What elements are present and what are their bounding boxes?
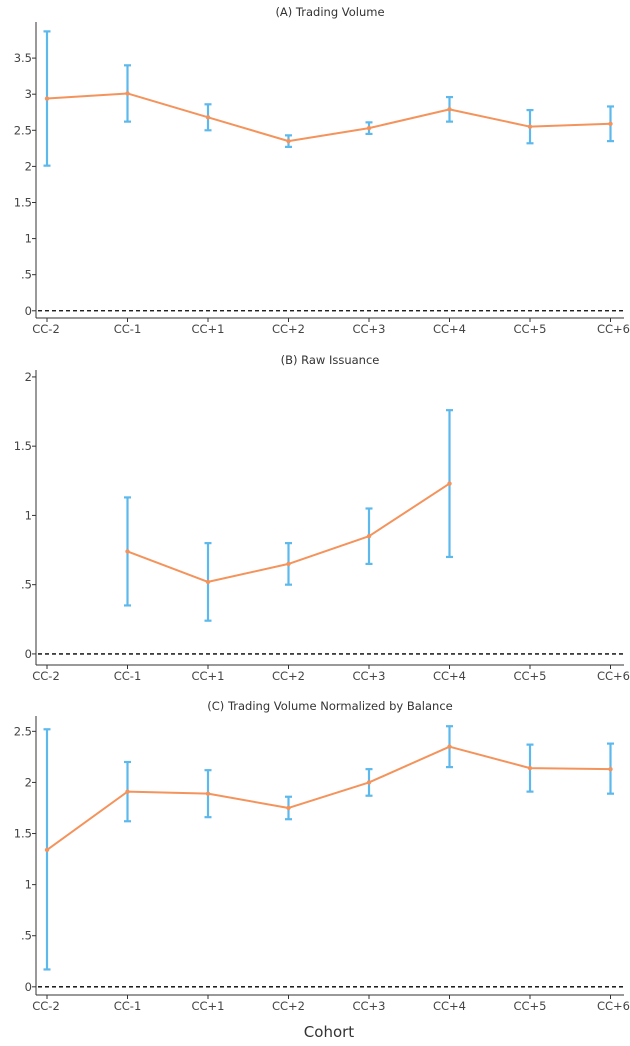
chart-title: (B) Raw Issuance xyxy=(281,353,380,367)
data-point xyxy=(527,765,533,771)
y-tick-label: 1 xyxy=(25,508,32,522)
data-point xyxy=(44,847,50,853)
y-tick-label: 1.5 xyxy=(14,827,32,841)
x-tick-label: CC+4 xyxy=(433,322,466,336)
x-tick-label: CC+2 xyxy=(272,322,305,336)
x-tick-label: CC+5 xyxy=(513,669,546,683)
x-tick-label: CC+1 xyxy=(191,669,224,683)
y-tick-label: 0 xyxy=(25,647,32,661)
y-tick-label: 1 xyxy=(25,232,32,246)
data-point xyxy=(125,789,130,794)
x-tick-label: CC+6 xyxy=(597,322,630,336)
x-tick-label: CC-2 xyxy=(32,669,60,683)
series-line xyxy=(46,92,611,143)
chart-title: (C) Trading Volume Normalized by Balance xyxy=(207,699,452,713)
data-point xyxy=(44,96,50,101)
data-point xyxy=(205,791,211,796)
data-point xyxy=(366,780,372,785)
y-tick-label: .5 xyxy=(21,578,32,592)
data-point xyxy=(125,549,130,554)
x-tick-label: CC-1 xyxy=(114,322,142,336)
data-point xyxy=(205,115,211,120)
x-tick-label: CC+5 xyxy=(513,999,546,1013)
x-tick-label: CC+1 xyxy=(191,322,224,336)
y-tick-label: 1.5 xyxy=(14,195,32,209)
x-tick-label: CC-2 xyxy=(32,999,60,1013)
data-point xyxy=(366,533,372,539)
x-axis-label: Cohort xyxy=(304,1023,355,1041)
data-point xyxy=(125,91,130,96)
data-point xyxy=(205,579,211,585)
y-tick-label: 2 xyxy=(25,775,32,789)
data-point xyxy=(447,481,452,486)
x-tick-label: CC+3 xyxy=(352,669,385,683)
data-point xyxy=(608,121,613,126)
data-point xyxy=(447,107,452,112)
x-tick-label: CC-1 xyxy=(114,999,142,1013)
data-point xyxy=(286,561,291,567)
data-point xyxy=(527,124,533,129)
x-tick-label: CC+6 xyxy=(597,669,630,683)
y-tick-label: 2 xyxy=(25,159,32,173)
chart-title: (A) Trading Volume xyxy=(275,5,384,19)
y-tick-label: 2 xyxy=(25,370,32,384)
y-tick-label: 2.5 xyxy=(14,123,32,137)
y-tick-label: 0 xyxy=(25,980,32,994)
data-point xyxy=(366,125,372,131)
y-tick-label: .5 xyxy=(21,929,32,943)
x-tick-label: CC+3 xyxy=(352,322,385,336)
data-point xyxy=(286,138,291,144)
y-tick-label: 2.5 xyxy=(14,724,32,738)
chart-panel-1: (A) Trading Volume 0 .5 1 1.5 2 2.5 3 3.5 CC-2 CC-… xyxy=(14,5,630,336)
x-tick-label: CC-1 xyxy=(114,669,142,683)
y-tick-label: 0 xyxy=(25,304,32,318)
y-tick-label: 1.5 xyxy=(14,439,32,453)
x-tick-label: CC+4 xyxy=(433,669,466,683)
x-tick-label: CC+5 xyxy=(513,322,546,336)
y-tick-label: 3 xyxy=(25,87,32,101)
y-tick-label: 1 xyxy=(25,878,32,892)
chart-panel-2: (B) Raw Issuance 0 .5 1 1.5 2 CC-2 CC-1 CC+1 CC+2… xyxy=(14,353,630,683)
data-point xyxy=(608,766,613,772)
x-tick-label: CC+2 xyxy=(272,999,305,1013)
series-line xyxy=(46,745,611,851)
x-tick-label: CC-2 xyxy=(32,322,60,336)
x-tick-label: CC+3 xyxy=(352,999,385,1013)
chart-panel-3: (C) Trading Volume Normalized by Balance… xyxy=(14,699,630,1013)
y-tick-label: 3.5 xyxy=(14,51,32,65)
x-tick-label: CC+4 xyxy=(433,999,466,1013)
data-point xyxy=(286,805,291,811)
x-tick-label: CC+6 xyxy=(597,999,630,1013)
x-tick-label: CC+2 xyxy=(272,669,305,683)
y-tick-label: .5 xyxy=(21,268,32,282)
x-tick-label: CC+1 xyxy=(191,999,224,1013)
data-point xyxy=(447,744,452,749)
